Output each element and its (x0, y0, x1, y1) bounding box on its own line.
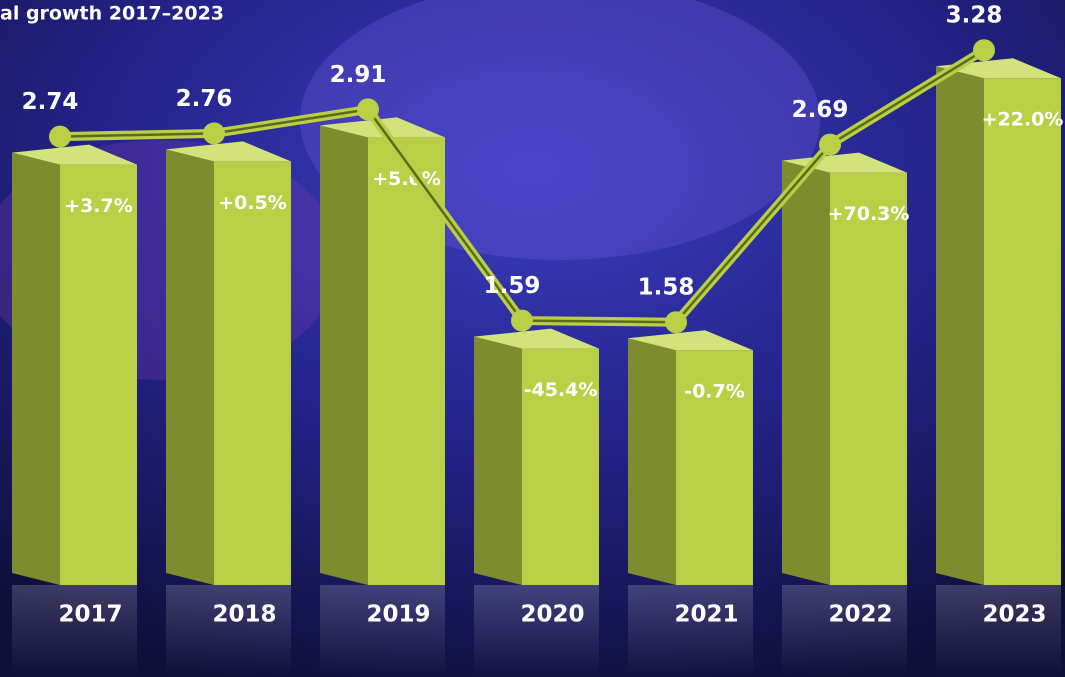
chart-title: al growth 2017–2023 (0, 3, 224, 25)
bar (984, 78, 1061, 585)
bar-reflection (936, 585, 1061, 677)
value-label: 3.28 (946, 3, 1003, 29)
growth-label: +3.7% (64, 195, 133, 217)
bar (522, 348, 599, 585)
growth-label: +70.3% (828, 203, 910, 225)
x-tick-label: 2022 (828, 602, 892, 628)
value-label: 1.59 (484, 273, 541, 299)
bar-side (12, 152, 60, 585)
bar-side (474, 336, 522, 585)
bar-side (320, 125, 368, 586)
bar (214, 161, 291, 585)
line-point (49, 125, 71, 148)
bar (830, 172, 907, 585)
line-point (511, 309, 533, 332)
bar-side (782, 160, 830, 585)
line-point (203, 122, 225, 145)
bar-top (628, 330, 753, 351)
bar-top (12, 144, 137, 165)
x-tick-label: 2021 (674, 602, 738, 628)
line-point (973, 39, 995, 62)
bar-reflection (474, 585, 599, 677)
bar-side (166, 149, 214, 585)
value-label: 2.74 (22, 89, 79, 115)
x-tick-label: 2023 (982, 602, 1046, 628)
growth-label: +0.5% (218, 192, 287, 214)
x-tick-label: 2020 (520, 602, 584, 628)
x-tick-label: 2019 (366, 602, 430, 628)
x-tick-label: 2018 (212, 602, 276, 628)
x-tick-label: 2017 (58, 602, 122, 628)
growth-label: -45.4% (524, 379, 598, 401)
growth-label: +5.6% (372, 168, 441, 190)
value-label: 2.91 (330, 62, 387, 88)
line-point (665, 311, 687, 334)
bar-reflection (320, 585, 445, 677)
growth-label: +22.0% (982, 109, 1064, 131)
bar (60, 164, 137, 585)
line-point (357, 98, 379, 121)
bar-reflection (166, 585, 291, 677)
growth-label: -0.7% (684, 381, 745, 403)
bar-side (628, 338, 676, 585)
bar-top (166, 141, 291, 162)
line-point (819, 133, 841, 156)
bar-side (936, 66, 984, 585)
bar-reflection (782, 585, 907, 677)
value-label: 2.69 (792, 97, 849, 123)
value-label: 1.58 (638, 275, 695, 301)
bar-top (474, 328, 599, 349)
bar-reflection (12, 585, 137, 677)
bar-reflection (628, 585, 753, 677)
bar (368, 137, 445, 585)
value-label: 2.76 (176, 86, 233, 112)
bar (676, 350, 753, 585)
